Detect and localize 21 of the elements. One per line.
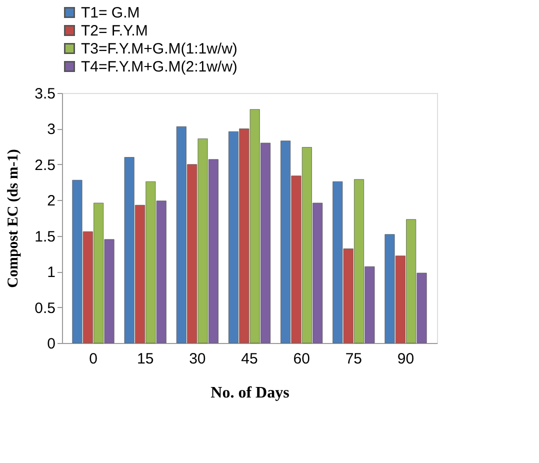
y-tick-label: 0: [47, 336, 56, 352]
y-tick-label: 1: [47, 264, 56, 282]
y-tick-label: 2.5: [34, 156, 56, 174]
x-axis-title: No. of Days: [210, 384, 290, 402]
x-tick-label: 90: [397, 350, 414, 368]
y-tick-label: 1.5: [34, 228, 56, 246]
legend-label: T1= G.M: [81, 4, 140, 22]
legend-label: T4=F.Y.M+G.M(2:1w/w): [81, 58, 238, 76]
legend-label: T3=F.Y.M+G.M(1:1w/w): [81, 40, 238, 58]
x-tick-label: 30: [189, 350, 206, 368]
x-tick-label: 45: [241, 350, 258, 368]
x-tick-label: 75: [345, 350, 362, 368]
x-tick-label: 15: [136, 350, 154, 368]
legend-label: T2= F.Y.M: [81, 22, 148, 40]
y-tick-label: 2: [47, 192, 56, 210]
y-tick-label: 3: [47, 121, 56, 138]
y-tick-label: 3.5: [34, 86, 56, 102]
x-tick-label: 60: [293, 350, 310, 368]
y-tick-label: 0.5: [34, 300, 56, 317]
y-axis-title: Compost EC (ds m-1): [6, 149, 22, 288]
x-tick-label: 0: [89, 350, 98, 368]
